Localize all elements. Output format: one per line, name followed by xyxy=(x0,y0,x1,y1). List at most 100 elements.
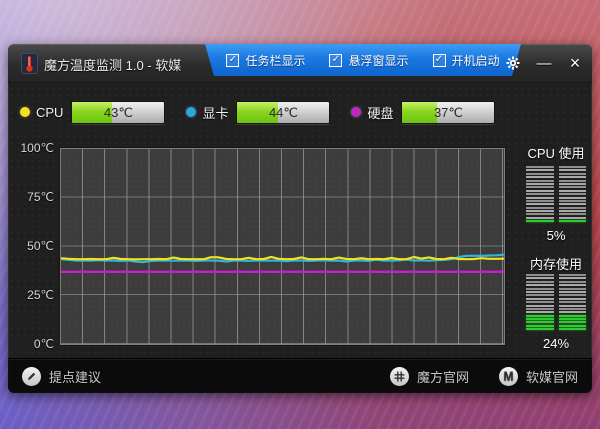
meter-segment xyxy=(558,189,586,192)
meter-segment xyxy=(526,284,554,287)
cpu-label: CPU xyxy=(36,104,64,120)
meter-column xyxy=(558,274,586,331)
meter-segment xyxy=(526,290,554,293)
meter-segment xyxy=(526,210,554,213)
meter-segment xyxy=(558,210,586,213)
window-title: 魔方温度监测 1.0 - 软媒 xyxy=(44,58,182,73)
gpu-temp-fill xyxy=(237,101,278,123)
meter-segment xyxy=(558,301,586,304)
options-banner: ✓ 任务栏显示 ✓ 悬浮窗显示 ✓ 开机启动 xyxy=(205,44,521,76)
checkbox-checked-icon[interactable]: ✓ xyxy=(433,54,446,67)
hdd-temp-fill xyxy=(402,101,437,123)
hdd-dot-icon xyxy=(351,107,362,117)
meter-segment xyxy=(558,169,586,172)
cpu-temp-bar: 43℃ xyxy=(71,100,166,124)
meter-segment xyxy=(526,287,554,290)
gpu-temp-bar: 44℃ xyxy=(236,100,331,124)
meter-segment xyxy=(526,186,554,189)
meter-segment xyxy=(526,321,554,324)
meter-segment xyxy=(526,301,554,304)
gpu-label: 显卡 xyxy=(202,105,229,121)
meter-segment xyxy=(526,196,554,199)
meter-segment xyxy=(558,166,586,168)
meter-column xyxy=(526,166,554,223)
mofang-site-link[interactable]: 魔方官网 xyxy=(389,366,469,386)
checkbox-float-window-display[interactable]: ✓ 悬浮窗显示 xyxy=(329,52,408,69)
meter-column xyxy=(526,274,554,331)
memory-usage-meter xyxy=(526,274,586,331)
ruanmei-site-label: 软媒官网 xyxy=(525,369,578,385)
meter-segment xyxy=(526,216,554,219)
meter-segment xyxy=(526,172,554,175)
meter-segment xyxy=(558,196,586,199)
meter-segment xyxy=(558,176,586,179)
cpu-dot-icon xyxy=(20,107,30,117)
checkbox-launch-at-startup[interactable]: ✓ 开机启动 xyxy=(433,52,500,69)
cpu-temp-value: 43℃ xyxy=(103,104,133,120)
meter-segment xyxy=(558,199,586,202)
series-line-CPU xyxy=(61,255,504,261)
meter-segment xyxy=(558,311,586,314)
meter-segment xyxy=(558,287,586,290)
checkbox-checked-icon[interactable]: ✓ xyxy=(226,54,239,67)
settings-gear-icon[interactable] xyxy=(504,54,522,72)
meter-segment xyxy=(558,172,586,175)
hdd-label: 硬盘 xyxy=(367,105,394,121)
ytick-25: 25℃ xyxy=(27,288,54,302)
temperature-chart xyxy=(60,148,505,345)
mofang-site-label: 魔方官网 xyxy=(416,369,469,385)
meter-segment xyxy=(526,294,554,297)
suggestion-link[interactable]: 提点建议 xyxy=(22,366,102,386)
ytick-75: 75℃ xyxy=(27,190,54,204)
footer-bar: 提点建议 魔方官网 M 软媒官网 xyxy=(8,358,592,393)
meter-segment xyxy=(558,321,586,324)
meter-segment xyxy=(526,324,554,327)
meter-segment xyxy=(526,318,554,321)
titlebar[interactable]: 魔方温度监测 1.0 - 软媒 ✓ 任务栏显示 ✓ 悬浮窗显示 ✓ 开机启动 xyxy=(8,44,592,83)
meter-column xyxy=(558,166,586,223)
gpu-dot-icon xyxy=(186,107,197,117)
meter-segment xyxy=(558,220,586,223)
meter-segment xyxy=(526,220,554,223)
window-controls: — × xyxy=(504,44,584,82)
minimize-button[interactable]: — xyxy=(536,54,552,72)
meter-segment xyxy=(558,280,586,283)
meter-segment xyxy=(526,182,554,185)
meter-segment xyxy=(558,307,586,310)
meter-segment xyxy=(526,297,554,300)
meter-segment xyxy=(558,193,586,196)
meter-segment xyxy=(526,307,554,310)
close-button[interactable]: × xyxy=(569,52,581,73)
checkbox-taskbar-display[interactable]: ✓ 任务栏显示 xyxy=(226,52,305,69)
checkbox-checked-icon[interactable]: ✓ xyxy=(329,54,342,67)
gpu-temp-value: 44℃ xyxy=(268,104,298,120)
meter-segment xyxy=(558,318,586,321)
memory-usage-value: 24% xyxy=(542,336,570,351)
hdd-temp-bar: 37℃ xyxy=(401,100,496,124)
suggestion-label: 提点建议 xyxy=(49,369,102,385)
meter-segment xyxy=(526,179,554,182)
ruanmei-site-link[interactable]: M 软媒官网 xyxy=(498,366,578,386)
meter-segment xyxy=(558,284,586,287)
checkbox-label: 开机启动 xyxy=(451,53,500,68)
meter-segment xyxy=(558,294,586,297)
meter-segment xyxy=(526,213,554,216)
series-line-显卡 xyxy=(61,253,504,264)
meter-segment xyxy=(558,304,586,307)
meter-segment xyxy=(526,304,554,307)
meter-segment xyxy=(526,206,554,209)
chart-grid xyxy=(61,149,504,344)
meter-segment xyxy=(558,314,586,317)
cpu-usage-value: 5% xyxy=(546,228,566,243)
meter-segment xyxy=(558,297,586,300)
meter-segment xyxy=(526,277,554,280)
meter-segment xyxy=(526,166,554,168)
meter-segment xyxy=(558,274,586,276)
temperature-legend: CPU 43℃ 显卡 44℃ 硬盘 37℃ xyxy=(20,100,496,124)
ytick-100: 100℃ xyxy=(20,141,55,155)
meter-segment xyxy=(558,328,586,331)
meter-segment xyxy=(558,324,586,327)
m-logo-icon: M xyxy=(498,366,518,386)
app-window: 魔方温度监测 1.0 - 软媒 ✓ 任务栏显示 ✓ 悬浮窗显示 ✓ 开机启动 xyxy=(8,44,592,393)
meter-segment xyxy=(526,280,554,283)
